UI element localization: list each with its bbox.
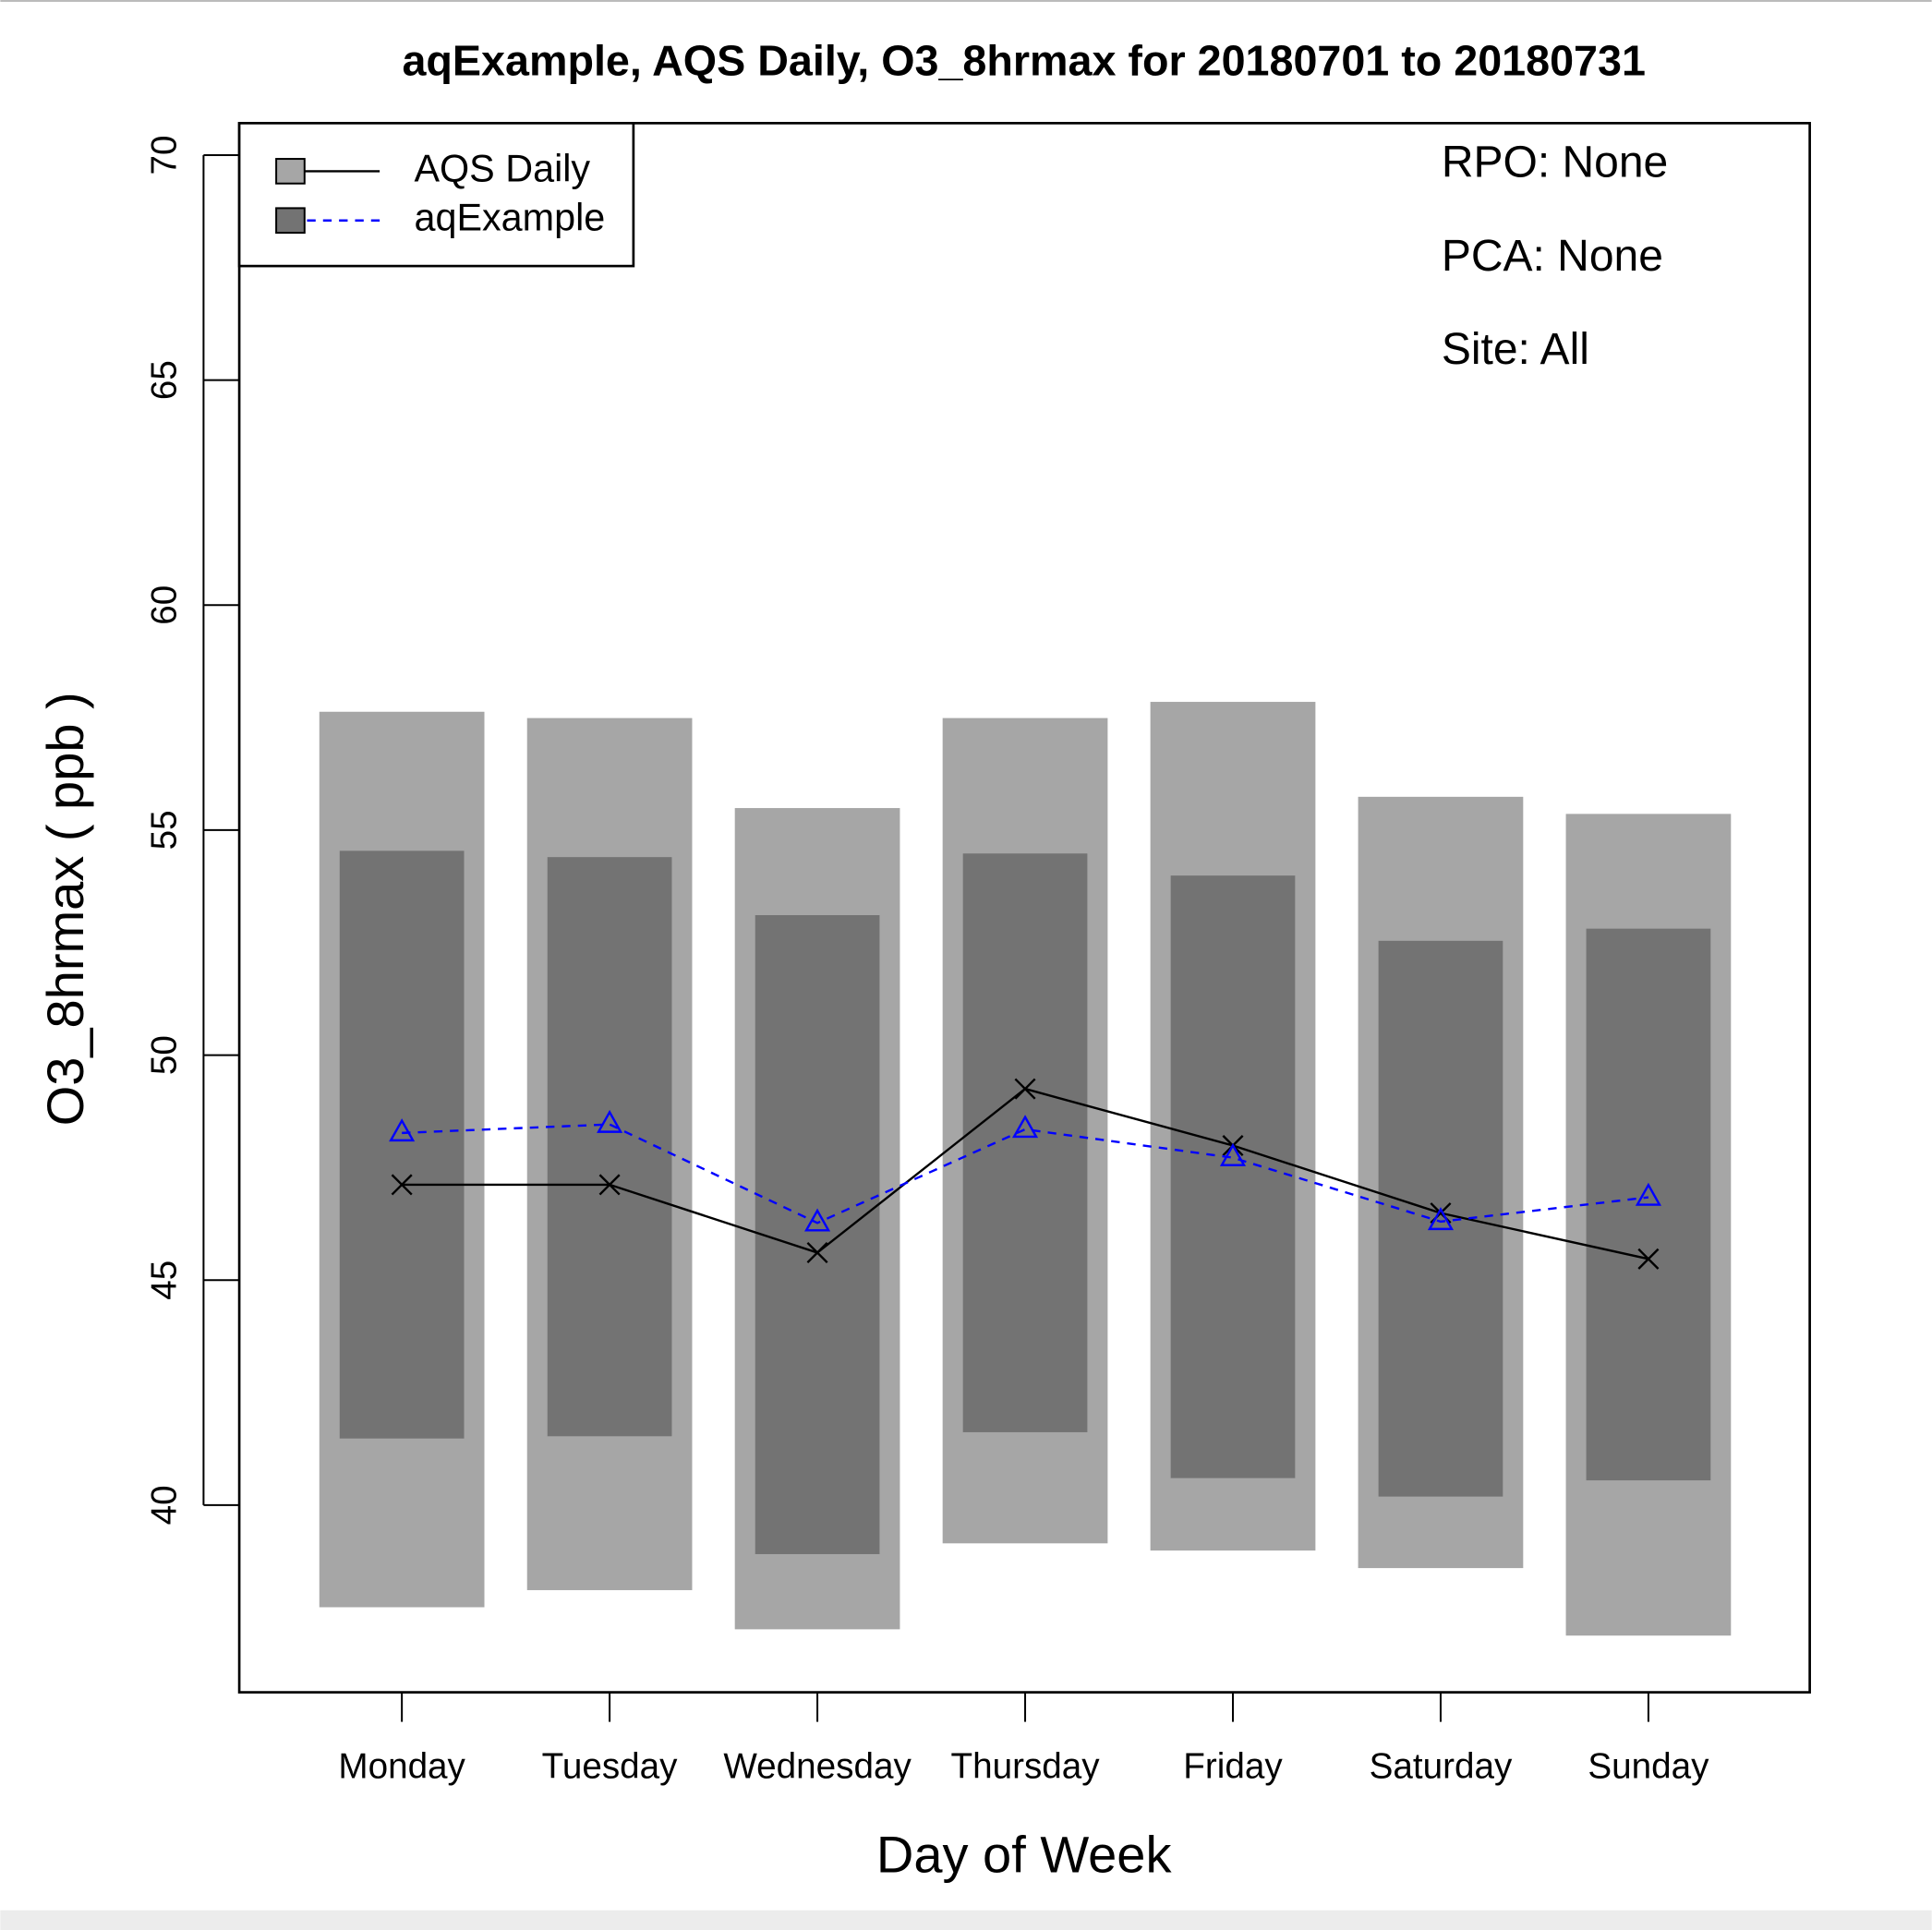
window-footer xyxy=(0,1910,1932,1930)
x-tick-label: Friday xyxy=(1183,1746,1283,1786)
range-bar xyxy=(547,857,672,1437)
x-tick-label: Tuesday xyxy=(542,1746,679,1786)
point-marker xyxy=(1637,1248,1660,1270)
x-tick-label: Wednesday xyxy=(723,1746,912,1786)
range-bar xyxy=(962,853,1088,1432)
annotation: Site: All xyxy=(1442,325,1589,374)
y-tick-label: 45 xyxy=(145,1261,185,1300)
range-bar xyxy=(339,850,465,1439)
series-line xyxy=(402,1123,1649,1224)
y-tick-label: 40 xyxy=(145,1485,185,1525)
x-tick-label: Saturday xyxy=(1370,1746,1513,1786)
y-tick-label: 65 xyxy=(145,360,185,400)
legend-swatch xyxy=(275,207,306,235)
x-tick-label: Thursday xyxy=(950,1746,1100,1786)
point-marker xyxy=(1219,1142,1247,1166)
x-axis-label: Day of Week xyxy=(876,1825,1173,1883)
point-marker xyxy=(806,1241,828,1264)
y-tick-label: 55 xyxy=(145,810,185,850)
x-tick-label: Monday xyxy=(338,1746,465,1786)
x-tick-label: Sunday xyxy=(1588,1746,1709,1786)
legend-label: aqExample xyxy=(414,197,605,239)
annotation: RPO: None xyxy=(1442,138,1668,187)
point-marker xyxy=(598,1174,621,1196)
chart-title: aqExample, AQS Daily, O3_8hrmax for 2018… xyxy=(402,37,1645,85)
y-tick-label: 70 xyxy=(145,135,185,175)
range-bar xyxy=(1170,875,1296,1478)
point-marker xyxy=(804,1208,831,1232)
range-bar xyxy=(1378,940,1503,1497)
point-marker xyxy=(389,1118,416,1142)
point-marker xyxy=(1427,1207,1455,1231)
point-marker xyxy=(1014,1078,1036,1100)
point-marker xyxy=(1011,1115,1039,1139)
y-tick-label: 50 xyxy=(145,1035,185,1075)
legend-box xyxy=(237,122,635,268)
legend-label: AQS Daily xyxy=(414,147,590,189)
point-marker xyxy=(1635,1182,1661,1206)
annotation: PCA: None xyxy=(1442,232,1663,281)
y-axis-label: O3_8hrmax ( ppb ) xyxy=(36,692,94,1126)
y-tick-label: 60 xyxy=(145,585,185,625)
range-bar xyxy=(755,915,880,1554)
point-marker xyxy=(391,1174,413,1196)
point-marker xyxy=(597,1109,623,1133)
legend-swatch xyxy=(275,158,306,185)
